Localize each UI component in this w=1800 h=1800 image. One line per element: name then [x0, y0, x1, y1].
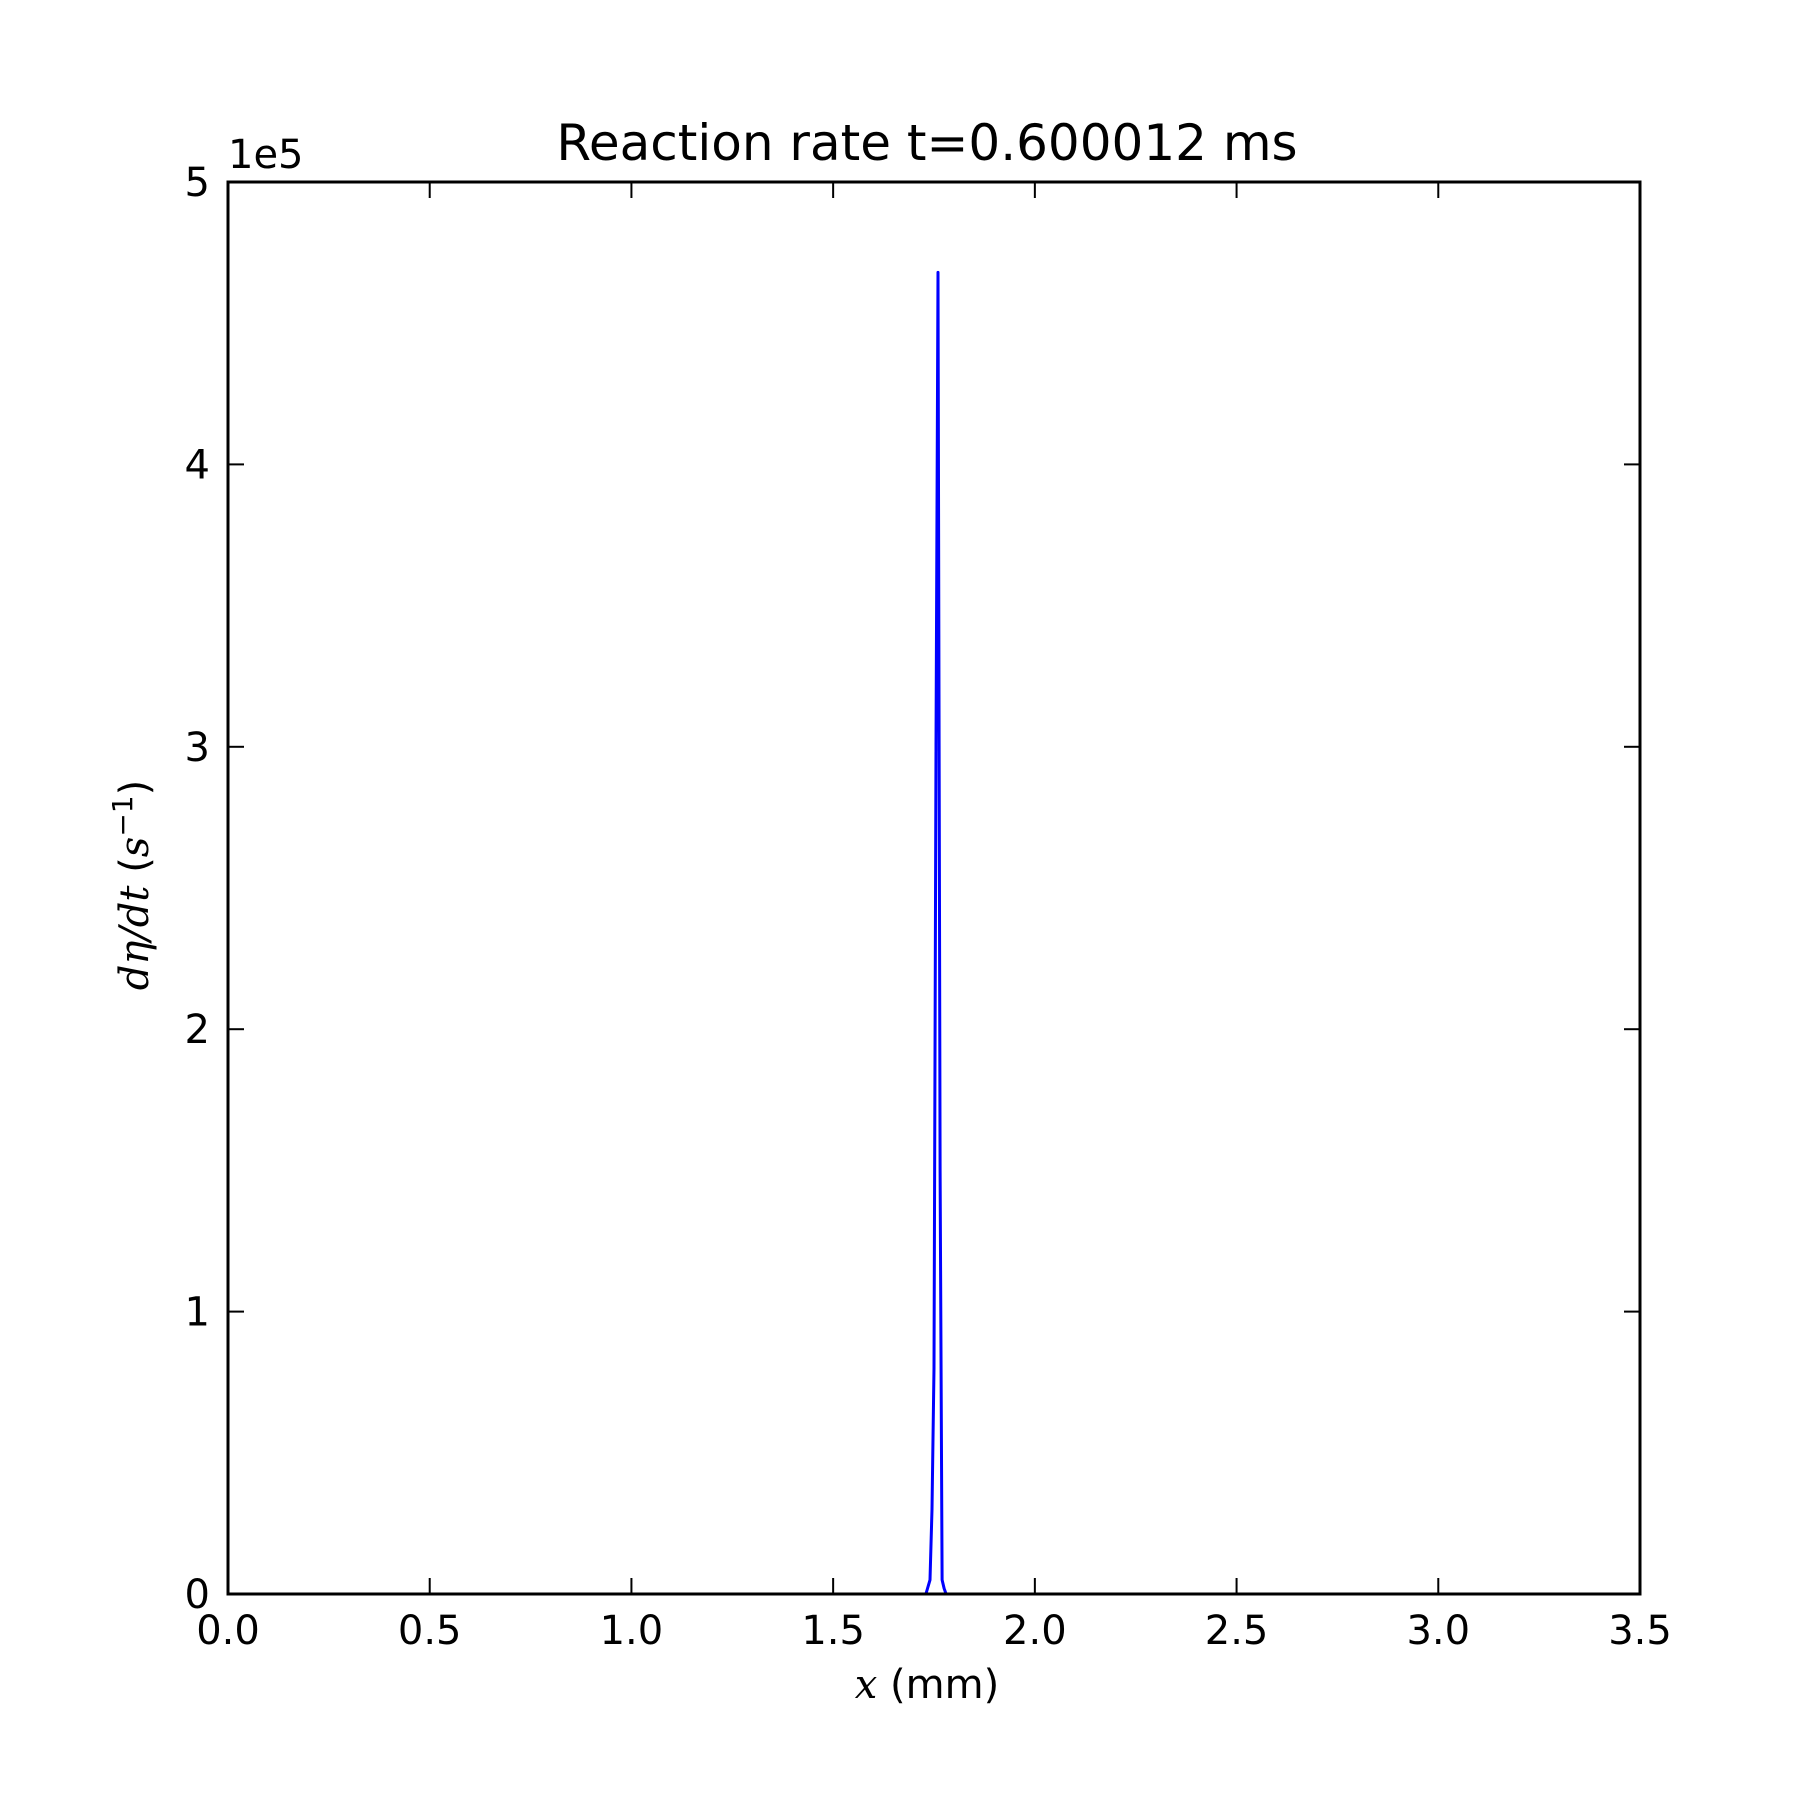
x-tick-label: 3.5 [1608, 1608, 1672, 1654]
axes-frame [226, 180, 1642, 1596]
x-tick-label: 2.5 [1205, 1608, 1269, 1654]
y-tick-label: 3 [185, 725, 210, 771]
y-tick-label: 2 [185, 1007, 210, 1053]
x-tick-label: 1.5 [801, 1608, 865, 1654]
y-tick-label: 5 [185, 160, 210, 206]
y-offset-label: 1e5 [228, 132, 304, 178]
x-tick-label: 0.0 [196, 1608, 260, 1654]
y-tick-labels: 0 1 2 3 4 5 [185, 160, 210, 1618]
x-tick-label: 0.5 [398, 1608, 462, 1654]
x-tick-labels: 0.0 0.5 1.0 1.5 2.0 2.5 3.0 3.5 [196, 1608, 1672, 1654]
x-tick-label: 3.0 [1406, 1608, 1470, 1654]
x-tick-label: 1.0 [600, 1608, 664, 1654]
y-tick-label: 4 [185, 442, 210, 488]
x-axis-label: x (mm) [855, 1662, 999, 1708]
y-tick-label: 1 [185, 1290, 210, 1336]
x-tick-label: 2.0 [1003, 1608, 1067, 1654]
y-tick-label: 0 [185, 1572, 210, 1618]
chart-title: Reaction rate t=0.600012 ms [556, 114, 1297, 172]
